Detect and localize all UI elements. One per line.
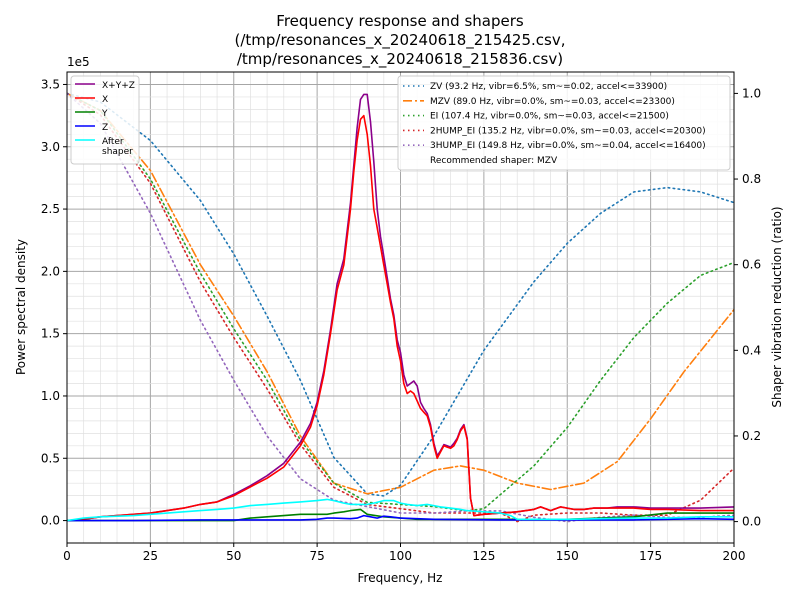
psd-line-x (67, 114, 734, 522)
legend-psd-label: X+Y+Z (102, 81, 135, 91)
y-tick-label: 2.5 (41, 202, 60, 216)
y2-tick-label: 1.0 (742, 86, 761, 100)
x-tick-label: 175 (639, 549, 662, 563)
x-tick-label: 75 (309, 549, 324, 563)
x-tick-label: 150 (556, 549, 579, 563)
chart-title-line-3: /tmp/resonances_x_20240618_215836.csv) (237, 50, 563, 69)
psd-curves (67, 93, 734, 522)
y2-tick-label: 0.4 (742, 343, 761, 357)
legend-psd-label: After (102, 137, 124, 147)
x-tick-label: 100 (389, 549, 412, 563)
y-tick-label: 3.5 (41, 77, 60, 91)
legend-shapers: ZV (93.2 Hz, vibr=6.5%, sm~=0.02, accel<… (397, 75, 731, 171)
legend-shaper-label: EI (107.4 Hz, vibr=0.0%, sm~=0.03, accel… (430, 112, 669, 122)
y2-axis-ticks: 0.0 0.2 0.4 0.6 0.8 1.0 (734, 86, 761, 529)
y-tick-label: 3.0 (41, 140, 60, 154)
y2-tick-label: 0.0 (742, 515, 761, 529)
legend-shaper-label: 2HUMP_EI (135.2 Hz, vibr=0.0%, sm~=0.03,… (430, 126, 706, 136)
legend-shaper-label: ZV (93.2 Hz, vibr=6.5%, sm~=0.02, accel<… (430, 82, 667, 92)
psd-line-z (67, 514, 734, 522)
chart-title-line-2: (/tmp/resonances_x_20240618_215425.csv, (235, 31, 566, 50)
y-tick-label: 1.5 (41, 327, 60, 341)
chart-title: Frequency response and shapers (/tmp/res… (235, 12, 566, 69)
psd-line-after (67, 498, 734, 522)
recommended-shaper-text: Recommended shaper: MZV (430, 156, 558, 166)
shaper-line-3hump_ei (67, 92, 734, 523)
y2-tick-label: 0.2 (742, 429, 761, 443)
x-tick-label: 125 (472, 549, 495, 563)
legend-psd-label: shaper (102, 147, 133, 157)
x-tick-label: 200 (723, 549, 746, 563)
x-tick-label: 50 (226, 549, 241, 563)
y-tick-label: 1.0 (41, 389, 60, 403)
chart-title-line-1: Frequency response and shapers (276, 12, 524, 30)
x-tick-label: 0 (63, 549, 71, 563)
y-scale-label: 1e5 (67, 55, 90, 69)
x-axis-label: Frequency, Hz (358, 571, 443, 585)
y2-tick-label: 0.6 (742, 258, 761, 272)
y-axis-ticks: 0.0 0.5 1.0 1.5 2.0 2.5 3.0 3.5 (41, 77, 67, 528)
legend-psd-label: Z (102, 123, 108, 133)
shaper-line-mzv (67, 92, 734, 495)
x-tick-label: 25 (143, 549, 158, 563)
legend-shaper-label: MZV (89.0 Hz, vibr=0.0%, sm~=0.03, accel… (430, 97, 675, 107)
legend-shaper-label: 3HUMP_EI (149.8 Hz, vibr=0.0%, sm~=0.04,… (430, 141, 706, 151)
legend-shapers-box (397, 75, 731, 171)
y2-tick-label: 0.8 (742, 172, 761, 186)
legend-psd-label: Y (101, 109, 108, 119)
y-tick-label: 0.5 (41, 451, 60, 465)
legend-psd-label: X (102, 95, 108, 105)
y-tick-label: 0.0 (41, 514, 60, 528)
shaper-line-zv (67, 92, 734, 497)
x-axis-ticks: 0 25 50 75 100 125 150 175 200 (63, 543, 745, 563)
y-tick-label: 2.0 (41, 264, 60, 278)
y2-axis-label: Shaper vibration reduction (ratio) (770, 206, 784, 407)
y-axis-label: Power spectral density (14, 239, 28, 375)
